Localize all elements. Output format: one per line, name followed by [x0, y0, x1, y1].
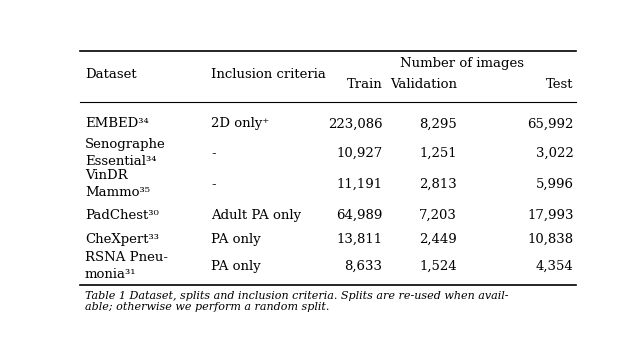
Text: Test: Test [546, 79, 573, 91]
Text: 8,633: 8,633 [344, 260, 383, 273]
Text: PA only: PA only [211, 260, 261, 273]
Text: Dataset: Dataset [85, 68, 136, 81]
Text: 5,996: 5,996 [536, 178, 573, 191]
Text: VinDR
Mammo³⁵: VinDR Mammo³⁵ [85, 169, 150, 199]
Text: Inclusion criteria: Inclusion criteria [211, 68, 326, 81]
Text: -: - [211, 178, 216, 191]
Text: 8,295: 8,295 [419, 117, 457, 130]
Text: Number of images: Number of images [400, 57, 524, 70]
Text: 10,838: 10,838 [527, 233, 573, 246]
Text: Train: Train [347, 79, 383, 91]
Text: Validation: Validation [390, 79, 457, 91]
Text: 223,086: 223,086 [328, 117, 383, 130]
Text: PA only: PA only [211, 233, 261, 246]
Text: 7,203: 7,203 [419, 209, 457, 222]
Text: Table 1 Dataset, splits and inclusion criteria. Splits are re-used when avail-: Table 1 Dataset, splits and inclusion cr… [85, 291, 508, 301]
Text: 10,927: 10,927 [336, 147, 383, 160]
Text: 65,992: 65,992 [527, 117, 573, 130]
Text: Senographe
Essential³⁴: Senographe Essential³⁴ [85, 139, 166, 169]
Text: 11,191: 11,191 [337, 178, 383, 191]
Text: 2,449: 2,449 [419, 233, 457, 246]
Text: 2,813: 2,813 [419, 178, 457, 191]
Text: 2D only⁺: 2D only⁺ [211, 117, 269, 130]
Text: 1,251: 1,251 [419, 147, 457, 160]
Text: RSNA Pneu-
monia³¹: RSNA Pneu- monia³¹ [85, 251, 168, 281]
Text: 1,524: 1,524 [419, 260, 457, 273]
Text: Adult PA only: Adult PA only [211, 209, 301, 222]
Text: EMBED³⁴: EMBED³⁴ [85, 117, 148, 130]
Text: -: - [211, 147, 216, 160]
Text: able; otherwise we perform a random split.: able; otherwise we perform a random spli… [85, 302, 330, 312]
Text: 4,354: 4,354 [536, 260, 573, 273]
Text: 64,989: 64,989 [336, 209, 383, 222]
Text: PadChest³⁰: PadChest³⁰ [85, 209, 159, 222]
Text: 13,811: 13,811 [337, 233, 383, 246]
Text: 17,993: 17,993 [527, 209, 573, 222]
Text: 3,022: 3,022 [536, 147, 573, 160]
Text: CheXpert³³: CheXpert³³ [85, 233, 159, 246]
